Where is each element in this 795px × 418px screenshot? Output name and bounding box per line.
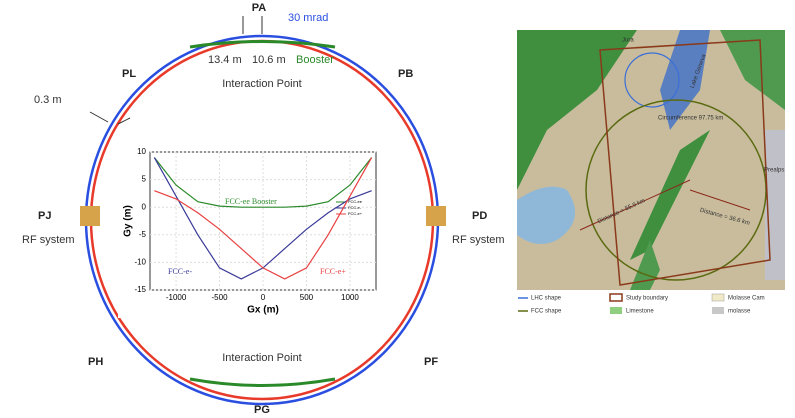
figure: PA PB PD PF PG PH PJ PL 30 mrad 13.4 m 1… bbox=[0, 0, 795, 418]
x-tick-label: 0 bbox=[261, 293, 266, 302]
pointer bbox=[90, 16, 262, 124]
legend-label: Limestone bbox=[626, 309, 654, 315]
point-label: PH bbox=[88, 356, 103, 368]
legend-label: FCC-ee bbox=[348, 199, 363, 204]
x-axis-label: Gx (m) bbox=[247, 305, 279, 316]
curve-label: FCC-e+ bbox=[320, 267, 346, 276]
point-label: PB bbox=[398, 68, 413, 80]
angle-label: 30 mrad bbox=[288, 12, 328, 24]
y-tick-label: -10 bbox=[134, 258, 146, 267]
ip-label: Interaction Point bbox=[222, 352, 302, 364]
ip-label: Interaction Point bbox=[222, 78, 302, 90]
point-label: PA bbox=[252, 2, 267, 14]
x-tick-label: -1000 bbox=[166, 293, 187, 302]
booster-top bbox=[190, 42, 335, 48]
y-tick-label: 10 bbox=[137, 147, 146, 156]
y-tick-label: -15 bbox=[134, 285, 146, 294]
map: Jura Lake Geneva Circumference 97.75 km … bbox=[517, 30, 785, 315]
legend-label: FCC shape bbox=[531, 309, 562, 315]
rf-right bbox=[426, 206, 446, 226]
legend-label: LHC shape bbox=[531, 296, 562, 302]
y-tick-label: 0 bbox=[142, 202, 147, 211]
y-axis-label: Gy (m) bbox=[123, 205, 134, 237]
x-tick-label: -500 bbox=[212, 293, 229, 302]
legend-label: Study boundary bbox=[626, 296, 668, 302]
legend-label: FCC-e- bbox=[348, 205, 362, 210]
curve-label: FCC-e- bbox=[168, 267, 192, 276]
gap-label: 0.3 m bbox=[34, 94, 62, 106]
rf-left bbox=[80, 206, 100, 226]
booster-bottom bbox=[190, 379, 335, 386]
x-tick-label: 500 bbox=[300, 293, 314, 302]
rf-label: RF system bbox=[452, 234, 505, 246]
booster-label: Booster bbox=[296, 54, 334, 66]
curve-label: FCC-ee Booster bbox=[225, 197, 277, 206]
map-label: Jura bbox=[622, 38, 634, 44]
legend-label: Molasse Cam bbox=[728, 296, 765, 302]
offset-label: 13.4 m bbox=[208, 54, 242, 66]
map-label: Prealps bbox=[764, 168, 784, 174]
y-tick-label: 5 bbox=[142, 175, 147, 184]
offset-label: 10.6 m bbox=[252, 54, 286, 66]
point-label: PF bbox=[424, 356, 438, 368]
x-tick-label: 1000 bbox=[341, 293, 359, 302]
point-label: PD bbox=[472, 210, 487, 222]
legend-label: molasse bbox=[728, 309, 751, 315]
rf-label: RF system bbox=[22, 234, 75, 246]
legend-label: FCC-e+ bbox=[348, 211, 363, 216]
map-label: Circumference 97.75 km bbox=[658, 116, 723, 122]
point-label: PJ bbox=[38, 210, 51, 222]
point-label: PL bbox=[122, 68, 136, 80]
point-label: PG bbox=[254, 404, 270, 416]
y-tick-label: -5 bbox=[139, 230, 147, 239]
